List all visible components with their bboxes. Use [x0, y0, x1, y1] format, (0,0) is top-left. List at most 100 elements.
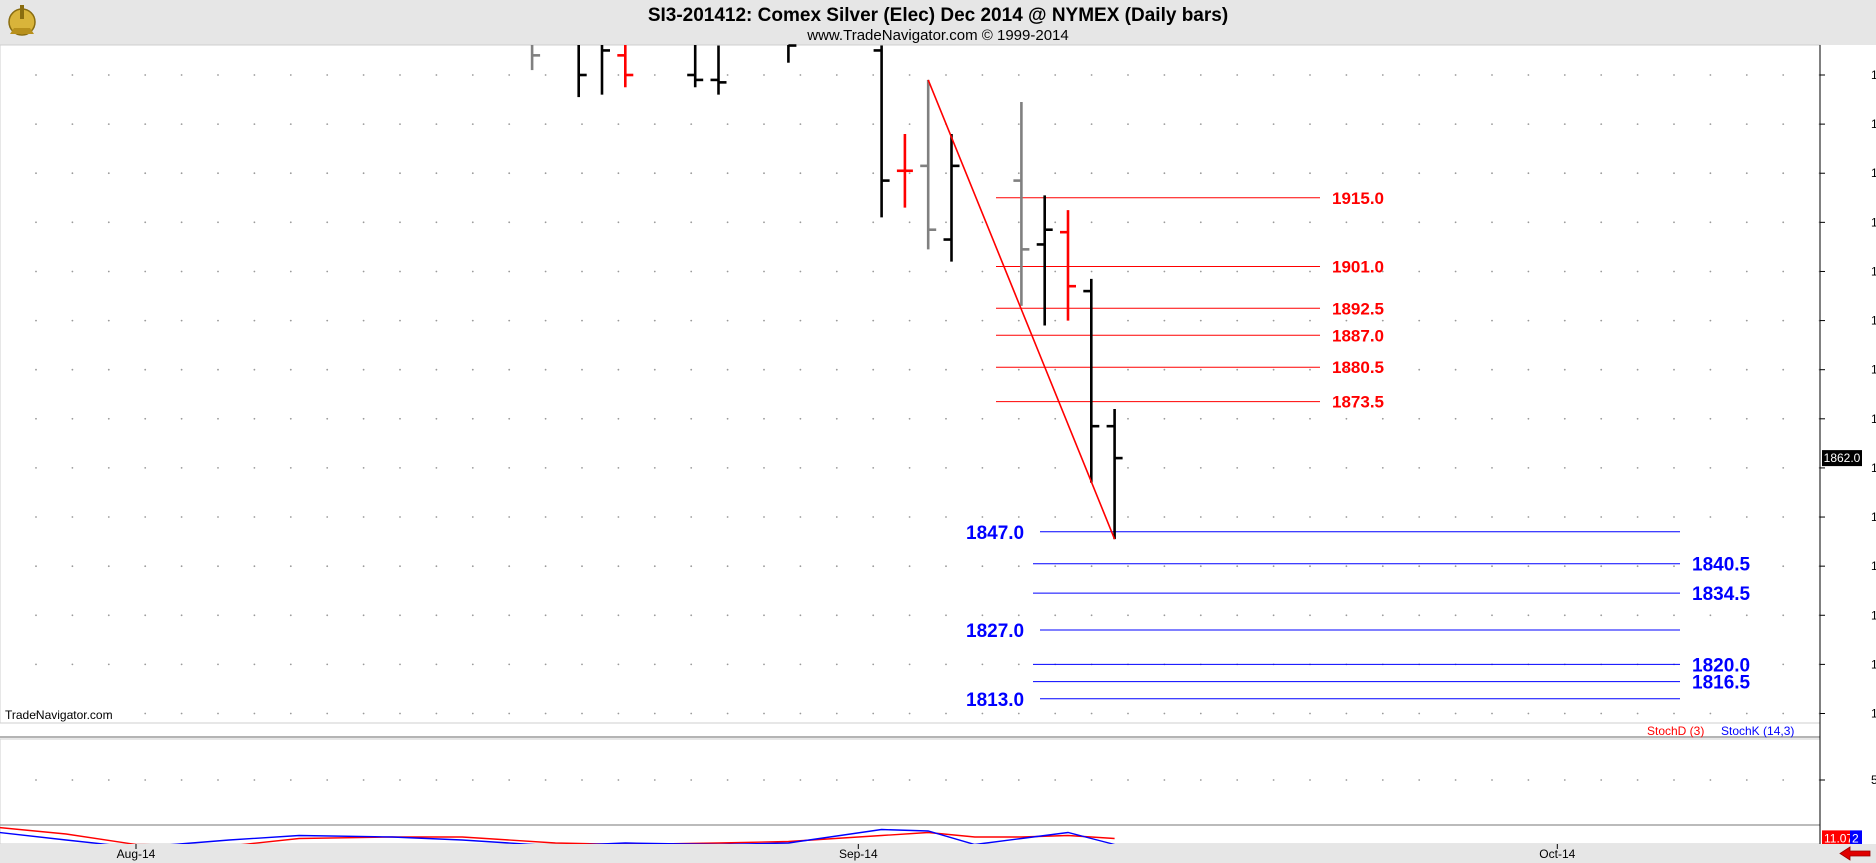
grid-dot	[1745, 172, 1748, 175]
grid-dot	[981, 614, 984, 617]
grid-dot	[726, 221, 729, 224]
grid-dot	[726, 319, 729, 322]
grid-dot	[1054, 712, 1057, 715]
grid-dot	[362, 123, 365, 125]
grid-dot	[399, 221, 401, 224]
grid-dot	[471, 319, 474, 322]
grid-dot	[653, 712, 656, 715]
grid-dot	[1745, 779, 1748, 781]
grid-dot	[471, 417, 474, 420]
grid-dot	[544, 270, 547, 273]
grid-dot	[217, 270, 219, 273]
grid-dot	[471, 467, 474, 469]
grid-dot	[1454, 467, 1457, 469]
grid-dot	[144, 319, 147, 322]
grid-dot	[1272, 614, 1275, 617]
grid-dot	[1745, 319, 1748, 322]
grid-dot	[1345, 74, 1348, 76]
grid-dot	[1163, 712, 1166, 715]
scroll-left-arrow-icon[interactable]	[1836, 846, 1874, 861]
grid-dot	[1563, 221, 1566, 224]
resistance-label: 1901.0	[1332, 258, 1384, 277]
grid-dot	[289, 319, 292, 322]
grid-dot	[653, 516, 656, 518]
grid-dot	[1236, 712, 1239, 715]
fib-levels: 1915.0 1901.0 1892.5 1887.0 1880.5 1873.5 1847…	[966, 189, 1751, 711]
y-tick-label: 1940.0	[1871, 68, 1876, 82]
grid-dot	[1054, 270, 1057, 273]
grid-dot	[835, 516, 838, 518]
grid-dot	[1199, 565, 1202, 568]
grid-dot	[1345, 172, 1348, 175]
grid-dot	[1673, 467, 1675, 469]
grid-dot	[581, 368, 583, 371]
grid-dot	[1199, 74, 1202, 76]
grid-dot	[1381, 417, 1384, 420]
y-tick-label: 1820.0	[1871, 657, 1876, 671]
grid-dot	[399, 516, 401, 518]
x-tick-label: Oct-14	[1539, 847, 1575, 861]
grid-dot	[1236, 467, 1239, 469]
grid-dot	[1563, 74, 1566, 76]
grid-dot	[1127, 779, 1129, 781]
grid-dot	[872, 565, 875, 568]
grid-dot	[1527, 74, 1530, 76]
grid-dot	[71, 516, 74, 518]
grid-dot	[945, 270, 947, 273]
ohlc-bar	[873, 45, 890, 218]
grid-dot	[1272, 516, 1275, 518]
grid-dot	[1236, 221, 1239, 224]
grid-dot	[690, 779, 693, 781]
grid-dot	[945, 779, 947, 781]
trendline-segment	[927, 79, 1116, 540]
grid-dot	[253, 319, 256, 322]
grid-dot	[690, 123, 693, 125]
grid-dot	[1163, 270, 1166, 273]
grid-dot	[107, 663, 110, 666]
grid-dot	[508, 417, 511, 420]
grid-dot	[1054, 123, 1057, 125]
grid-dot	[1163, 417, 1166, 420]
grid-dot	[1236, 516, 1239, 518]
grid-dot	[1345, 467, 1348, 469]
grid-dot	[1673, 712, 1675, 715]
grid-dot	[544, 417, 547, 420]
grid-dot	[1127, 712, 1129, 715]
grid-dot	[763, 467, 765, 469]
grid-dot	[144, 368, 147, 371]
grid-dot	[1199, 467, 1202, 469]
grid-dot	[289, 712, 292, 715]
grid-dot	[653, 74, 656, 76]
grid-dot	[690, 614, 693, 617]
grid-dot	[799, 663, 802, 666]
grid-dot	[1017, 663, 1020, 666]
grid-dot	[1782, 614, 1785, 617]
grid-dot	[1054, 319, 1057, 322]
grid-dot	[1309, 417, 1311, 420]
grid-dot	[289, 516, 292, 518]
grid-dot	[1236, 614, 1239, 617]
grid-dot	[144, 712, 147, 715]
grid-dot	[1345, 565, 1348, 568]
grid-dot	[1600, 467, 1603, 469]
grid-dot	[253, 467, 256, 469]
legend-stochd: StochD (3)	[1647, 724, 1704, 738]
grid-dot	[1236, 319, 1239, 322]
grid-dot	[289, 663, 292, 666]
grid-dot	[1600, 74, 1603, 76]
grid-dot	[908, 368, 911, 371]
grid-dot	[908, 516, 911, 518]
grid-dot	[544, 779, 547, 781]
grid-dot	[217, 779, 219, 781]
price-bars	[530, 44, 1123, 540]
grid-dot	[508, 319, 511, 322]
grid-dot	[326, 516, 329, 518]
grid-dot	[1527, 368, 1530, 371]
grid-dot	[1636, 565, 1639, 568]
grid-dot	[1782, 779, 1785, 781]
grid-dot	[1527, 123, 1530, 125]
price-y-axis: 1940.0 1930.0 1920.0 1910.0 1900.0 1890.0 1880…	[1820, 68, 1876, 721]
y-tick-label: 1860.0	[1871, 461, 1876, 475]
grid-dot	[1491, 172, 1493, 175]
grid-dot	[1454, 565, 1457, 568]
